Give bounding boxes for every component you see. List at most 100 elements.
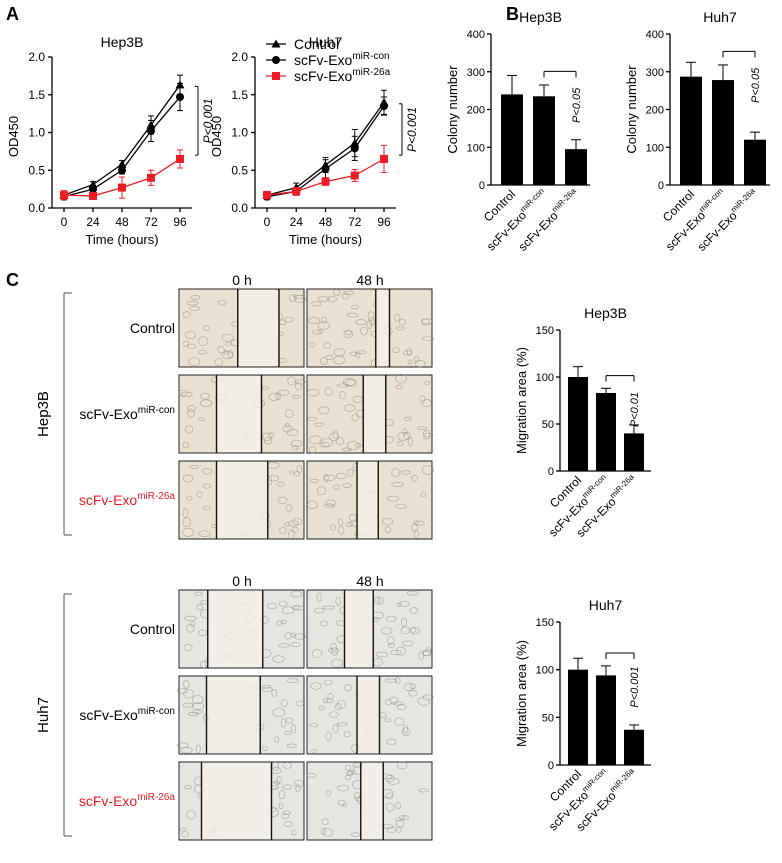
cell-texture xyxy=(395,802,402,809)
cell-texture xyxy=(291,394,301,399)
cell-texture xyxy=(398,601,410,607)
cell-texture xyxy=(386,826,396,834)
cell-texture xyxy=(395,326,405,331)
label-superscript: miR-con xyxy=(138,706,175,717)
cell-texture xyxy=(322,697,329,704)
y-tick-label: 0.5 xyxy=(231,163,248,177)
cell-texture xyxy=(402,640,414,647)
cell-texture xyxy=(400,617,408,627)
bar xyxy=(744,139,766,185)
cell-texture xyxy=(316,592,322,602)
cell-texture xyxy=(387,643,396,648)
cell-texture xyxy=(324,387,333,396)
series-2 xyxy=(263,144,388,200)
cell-texture xyxy=(411,474,418,482)
cell-texture xyxy=(293,471,301,477)
cell-texture xyxy=(335,703,342,711)
cell-texture xyxy=(293,294,305,299)
y-tick-label: 0.0 xyxy=(28,201,45,215)
cell-texture xyxy=(202,505,211,510)
cell-texture xyxy=(350,769,356,775)
data-point xyxy=(380,154,388,163)
cell-texture xyxy=(332,724,339,734)
cell-texture xyxy=(367,311,375,321)
label-base: scFv-Exo xyxy=(79,707,138,723)
cell-texture xyxy=(409,607,418,615)
cell-texture xyxy=(318,406,330,415)
cell-texture xyxy=(395,373,407,384)
cell-texture xyxy=(295,784,301,793)
significance-bracket: P<0.001 xyxy=(195,85,215,156)
cell-texture xyxy=(411,523,419,532)
cell-texture xyxy=(323,679,333,686)
chart-title: Hep3B xyxy=(584,305,627,321)
data-point xyxy=(118,183,126,192)
x-tick-label: 48 xyxy=(115,215,129,229)
cell-texture xyxy=(413,529,419,539)
cell-texture xyxy=(396,602,402,608)
cell-texture xyxy=(214,358,224,366)
cell-texture xyxy=(285,504,293,512)
label-superscript: miR-26a xyxy=(608,472,636,500)
cell-texture xyxy=(284,423,290,428)
cell-texture xyxy=(324,698,334,704)
cell-texture xyxy=(333,355,345,365)
cell-texture xyxy=(291,445,299,451)
cell-texture xyxy=(354,443,362,448)
significance-bracket: P<0.001 xyxy=(605,652,641,708)
cell-texture xyxy=(414,360,426,368)
cell-texture xyxy=(307,500,318,510)
micrograph-48h xyxy=(306,675,434,755)
cell-texture xyxy=(342,483,352,488)
cell-texture xyxy=(277,496,288,505)
column-label-48h: 48 h xyxy=(356,573,383,589)
cell-texture xyxy=(323,503,335,508)
cell-texture xyxy=(395,503,407,509)
cell-texture xyxy=(284,731,292,736)
data-point xyxy=(147,126,155,135)
cell-texture xyxy=(329,432,340,442)
micrograph-0h xyxy=(178,761,305,841)
cell-texture xyxy=(414,356,420,363)
cell-line-label: Huh7 xyxy=(35,697,52,733)
micrograph-0h xyxy=(178,589,306,669)
cell-texture xyxy=(182,517,191,527)
cell-texture xyxy=(282,762,292,769)
cell-texture xyxy=(189,306,200,311)
y-tick-label: 1.0 xyxy=(231,126,248,140)
chart-title: Hep3B xyxy=(101,34,144,50)
y-tick-label: 0.0 xyxy=(231,201,248,215)
bar xyxy=(533,96,555,185)
cell-texture xyxy=(185,425,193,434)
cell-texture xyxy=(390,650,402,656)
legend-label-mir26a: scFv-ExomiR-26a xyxy=(294,67,391,84)
cell-texture xyxy=(398,318,407,326)
panel-letter-b: B xyxy=(506,4,519,24)
cell-texture xyxy=(399,815,406,820)
cell-texture xyxy=(184,615,197,621)
cell-texture xyxy=(323,474,329,483)
cell-texture xyxy=(182,702,195,708)
cell-texture xyxy=(327,693,334,700)
cell-texture xyxy=(347,468,354,477)
cell-texture xyxy=(176,688,188,694)
cell-texture xyxy=(384,526,391,534)
cell-texture xyxy=(345,522,353,527)
cell-texture xyxy=(272,655,285,663)
bar xyxy=(624,433,644,471)
scratch-gap xyxy=(360,763,384,839)
row-label-mir26a: scFv-ExomiR-26a xyxy=(79,491,176,508)
scratch-gap xyxy=(201,763,272,839)
legend-label-mircon: scFv-ExomiR-con xyxy=(294,51,390,68)
y-tick-label: 200 xyxy=(467,105,485,117)
scratch-gap xyxy=(216,462,268,538)
y-axis-label: Colony number xyxy=(445,65,460,154)
cell-texture xyxy=(291,642,301,648)
data-point xyxy=(176,93,184,102)
cell-texture xyxy=(325,790,332,797)
cell-texture xyxy=(381,627,393,635)
cell-texture xyxy=(369,316,375,326)
